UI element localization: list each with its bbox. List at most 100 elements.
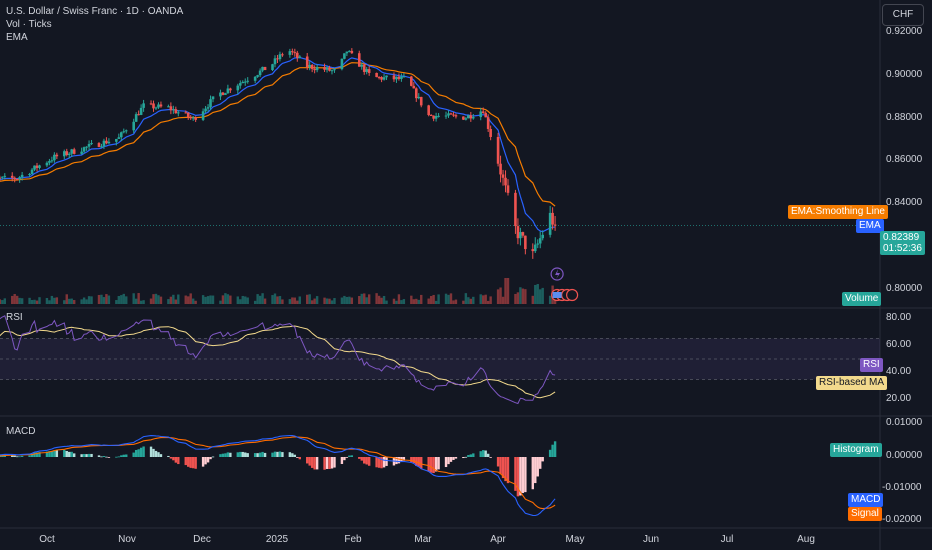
volume-bar (521, 288, 525, 304)
macd-histogram-bar (201, 457, 205, 467)
ema-legend: EMA (6, 32, 28, 43)
volume-bar (484, 294, 487, 304)
candle-body (38, 165, 41, 168)
volume-bar (531, 295, 534, 304)
candle-body (241, 81, 245, 84)
macd-histogram-bar (504, 457, 507, 482)
volume-bar (296, 300, 299, 304)
price-value: 0.82389 (883, 232, 920, 243)
macd-histogram-bar (417, 457, 420, 467)
macd-histogram-bar (115, 456, 118, 458)
candle-body (313, 68, 316, 71)
macd-histogram-bar (444, 457, 448, 468)
candle-body (454, 115, 458, 117)
rsi-tick: 40.00 (886, 366, 912, 377)
candle-body (471, 117, 475, 119)
volume-bar (444, 293, 448, 304)
candle-body (310, 64, 314, 69)
candle-body (172, 109, 175, 111)
candle-body (536, 243, 540, 245)
volume-bar (516, 292, 520, 304)
volume-bar (201, 295, 205, 304)
candle-body (375, 72, 378, 78)
volume-bar (306, 294, 309, 304)
macd-histogram-bar (496, 457, 500, 467)
volume-bar (221, 295, 225, 304)
candle-body (365, 69, 369, 72)
macd-histogram-bar (226, 452, 230, 457)
volume-bar (63, 300, 66, 304)
candle-body (325, 67, 329, 70)
signal-tag: Signal (848, 507, 882, 521)
candle-body (348, 50, 351, 52)
volume-bar (169, 296, 173, 304)
volume-bar (224, 293, 227, 304)
macd-histogram-bar (427, 457, 430, 472)
candle-body (263, 66, 267, 71)
macd-histogram-bar (358, 457, 361, 459)
volume-bar (209, 295, 212, 304)
volume-bar (1, 300, 4, 304)
volume-tag: Volume (842, 292, 882, 306)
candle-body (221, 92, 225, 95)
macd-histogram-bar (154, 450, 158, 457)
macd-histogram-bar (464, 456, 468, 458)
volume-bar (137, 293, 140, 304)
candle-body (28, 174, 31, 176)
volume-bar (395, 300, 398, 304)
candle-body (15, 179, 19, 181)
macd-histogram-bar (380, 457, 383, 469)
volume-bar (122, 293, 125, 304)
candle-body (35, 165, 39, 168)
candle-body (447, 113, 450, 116)
candle-body (382, 77, 386, 80)
volume-legend: Vol · Ticks (6, 19, 52, 30)
volume-bar (18, 297, 21, 304)
macd-histogram-bar (211, 456, 215, 458)
candle-body (256, 75, 259, 77)
candle-body (400, 76, 403, 79)
volume-bar (204, 296, 207, 304)
macd-histogram-bar (489, 457, 492, 458)
macd-histogram-bar (472, 453, 475, 457)
macd-histogram-bar (291, 453, 294, 457)
price-tick: 0.92000 (886, 26, 923, 37)
macd-histogram-bar (524, 457, 527, 493)
volume-bar (288, 299, 292, 304)
currency-button[interactable]: CHF (882, 4, 924, 26)
macd-histogram-bar (142, 446, 145, 457)
volume-bar (177, 294, 180, 304)
macd-histogram-bar (375, 457, 378, 468)
volume-bar (367, 294, 371, 304)
candle-body (201, 111, 205, 120)
rsi-line (0, 315, 556, 405)
candle-body (449, 113, 453, 115)
candle-body (139, 107, 143, 115)
volume-bar (293, 297, 297, 304)
macd-histogram-bar (330, 457, 334, 469)
macd-histogram-bar (437, 457, 440, 470)
volume-bar (412, 299, 416, 304)
volume-bar (397, 294, 401, 304)
candle-body (20, 174, 24, 178)
candle-body (204, 108, 207, 112)
macd-histogram-bar (360, 457, 363, 461)
macd-histogram-bar (484, 450, 487, 457)
candle-body (499, 163, 502, 175)
candle-body (159, 104, 163, 107)
macd-histogram-bar (11, 454, 14, 457)
volume-bar (345, 296, 349, 304)
volume-bar (325, 298, 329, 304)
volume-bar (315, 296, 319, 304)
volume-bar (20, 298, 24, 304)
volume-bar (115, 300, 118, 304)
macd-histogram-bar (241, 451, 244, 457)
macd-histogram-bar (273, 451, 277, 457)
rsi-tick: 60.00 (886, 339, 912, 350)
candle-body (395, 76, 398, 80)
flag-icon (552, 292, 562, 298)
macd-histogram-bar (87, 453, 91, 457)
macd-tick: 0.01000 (886, 417, 923, 428)
